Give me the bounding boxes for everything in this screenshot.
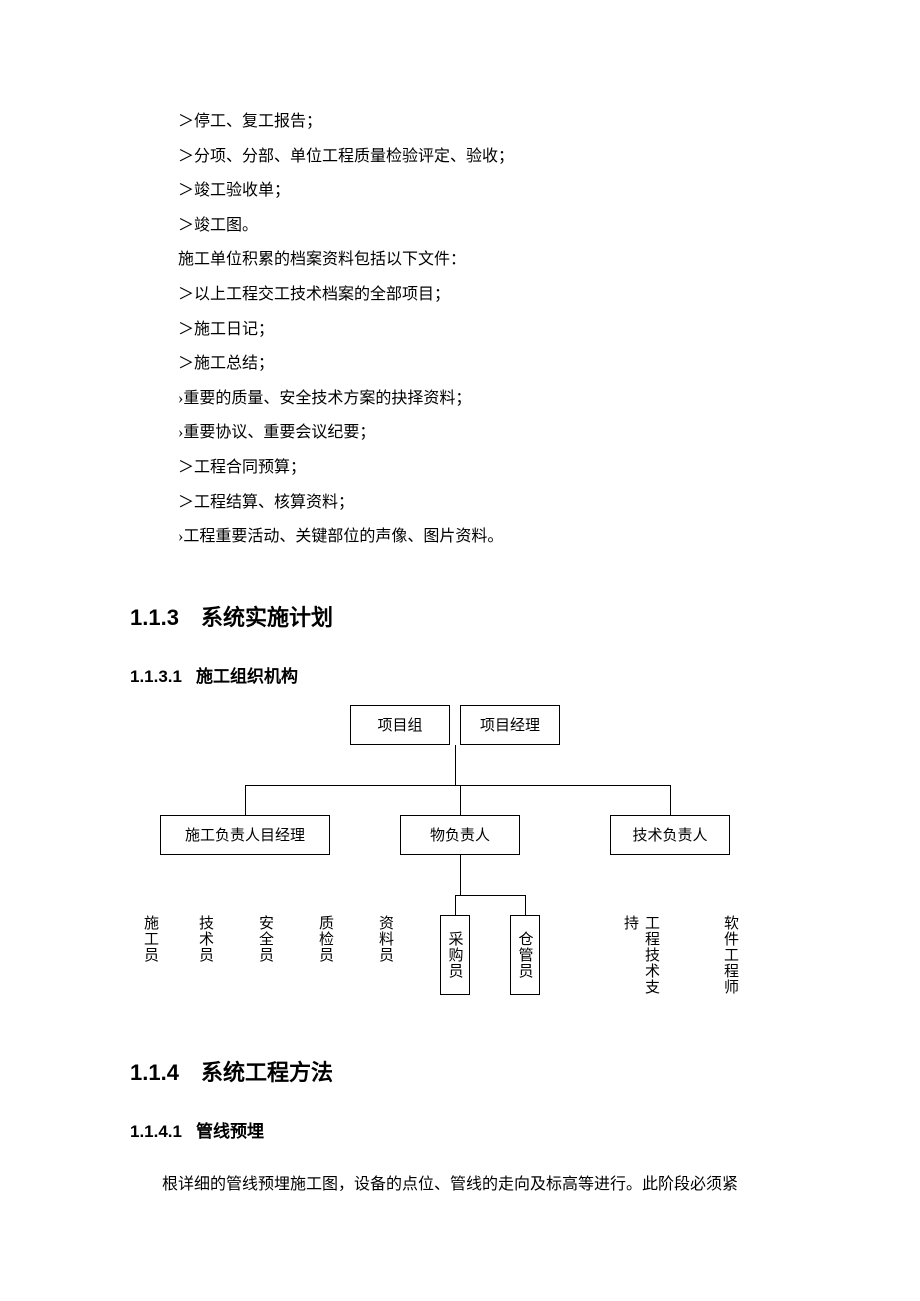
- list-item: ＞分项、分部、单位工程质量检验评定、验收；: [178, 144, 790, 170]
- list-item: ＞施工日记；: [178, 317, 790, 343]
- list-item: ＞施工总结；: [178, 351, 790, 377]
- heading-1-1-4: 1.1.4 系统工程方法: [130, 1055, 790, 1087]
- connector-line: [245, 785, 670, 786]
- heading-number: 1.1.3: [130, 605, 179, 630]
- connector-line: [455, 895, 525, 896]
- heading-number: 1.1.4.1: [130, 1122, 182, 1141]
- list-item: ＞竣工图。: [178, 213, 790, 239]
- connector-line: [460, 785, 461, 815]
- heading-title: 施工组织机构: [196, 667, 298, 686]
- heading-1-1-4-1: 1.1.4.1 管线预埋: [130, 1117, 790, 1142]
- org-leaf-zhijian: 质检员: [315, 915, 336, 963]
- heading-number: 1.1.3.1: [130, 667, 182, 686]
- org-leaf-caigou: 采购员: [440, 915, 470, 995]
- list-item: ＞工程合同预算；: [178, 455, 790, 481]
- org-leaf-ziliao: 资料员: [375, 915, 396, 963]
- org-box-construction-lead: 施工负责人目经理: [160, 815, 330, 855]
- connector-line: [460, 855, 461, 895]
- list-item: ＞工程结算、核算资料；: [178, 490, 790, 516]
- heading-title: 系统工程方法: [201, 1060, 333, 1085]
- list-item: ＞竣工验收单；: [178, 178, 790, 204]
- org-leaf-anquan: 安全员: [255, 915, 276, 963]
- bullet-list: ＞停工、复工报告； ＞分项、分部、单位工程质量检验评定、验收； ＞竣工验收单； …: [130, 109, 790, 550]
- list-item: ›工程重要活动、关键部位的声像、图片资料。: [178, 524, 790, 550]
- org-leaf-jishu: 技术员: [195, 915, 216, 963]
- org-leaf-shigong: 施工员: [140, 915, 161, 963]
- org-box-project-group: 项目组: [350, 705, 450, 745]
- list-item: ›重要协议、重要会议纪要；: [178, 420, 790, 446]
- org-leaf-techsupport: 工程技术支持: [620, 915, 662, 1005]
- org-box-project-manager: 项目经理: [460, 705, 560, 745]
- paragraph: 根详细的管线预埋施工图，设备的点位、管线的走向及标高等进行。此阶段必须紧: [130, 1172, 790, 1198]
- heading-1-1-3-1: 1.1.3.1 施工组织机构: [130, 662, 790, 687]
- connector-line: [245, 785, 246, 815]
- connector-line: [670, 785, 671, 815]
- org-leaf-cangguan: 仓管员: [510, 915, 540, 995]
- heading-title: 管线预埋: [196, 1122, 264, 1141]
- org-box-materials-lead: 物负责人: [400, 815, 520, 855]
- document-page: ＞停工、复工报告； ＞分项、分部、单位工程质量检验评定、验收； ＞竣工验收单； …: [0, 0, 920, 1267]
- heading-title: 系统实施计划: [201, 605, 333, 630]
- heading-1-1-3: 1.1.3 系统实施计划: [130, 600, 790, 632]
- list-item: ›重要的质量、安全技术方案的抉择资料；: [178, 386, 790, 412]
- org-chart: 项目组项目经理施工负责人目经理 物负责人 技术负责人施工员 技术员 安全员 质检员 资料员 采…: [130, 705, 790, 1005]
- connector-line: [455, 745, 456, 785]
- list-item: 施工单位积累的档案资料包括以下文件：: [178, 247, 790, 273]
- org-box-tech-lead: 技术负责人: [610, 815, 730, 855]
- list-item: ＞停工、复工报告；: [178, 109, 790, 135]
- org-leaf-softeng: 软件工程师: [720, 915, 741, 995]
- connector-line: [455, 895, 456, 915]
- heading-number: 1.1.4: [130, 1060, 179, 1085]
- list-item: ＞以上工程交工技术档案的全部项目；: [178, 282, 790, 308]
- connector-line: [525, 895, 526, 915]
